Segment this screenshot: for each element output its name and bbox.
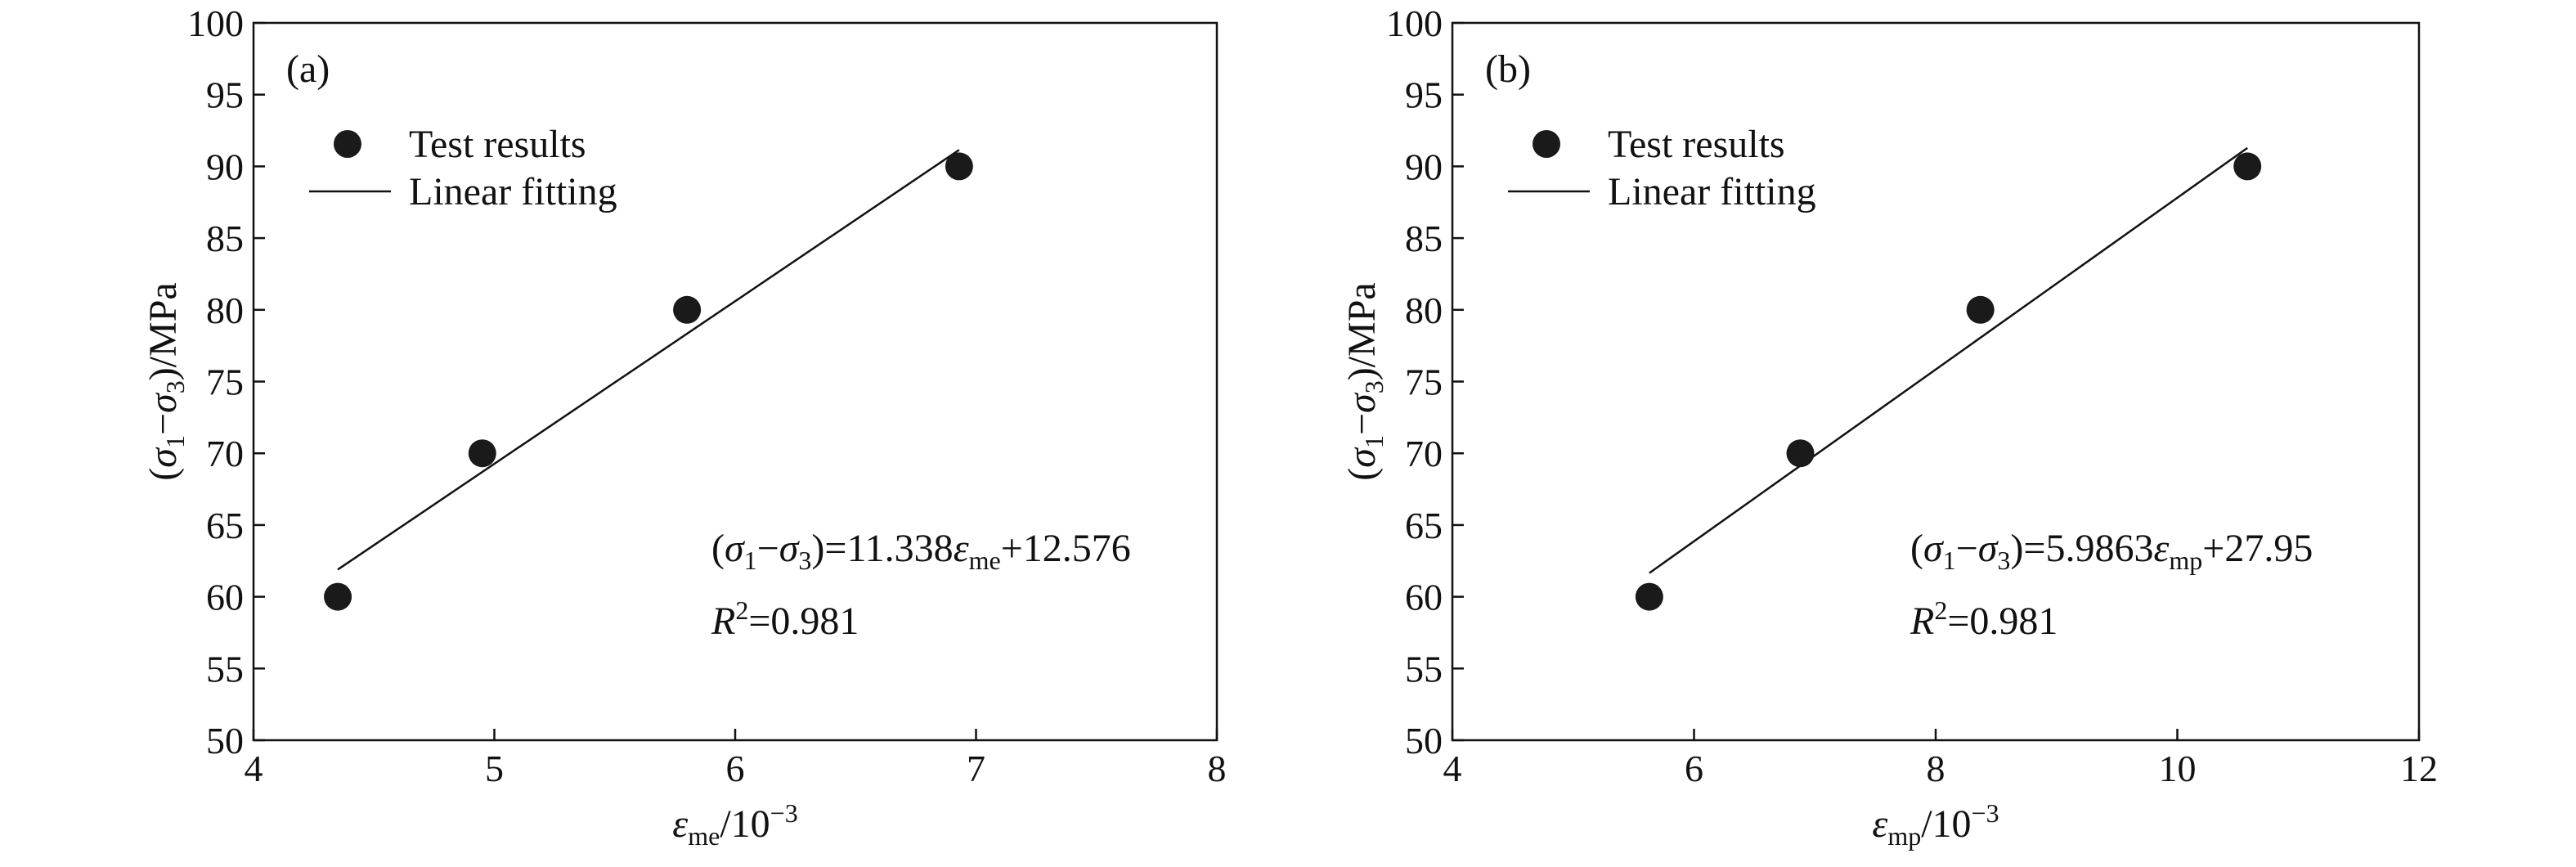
- chart-panel-1: 50 55 60 65 70 75 80 85 90 95 100 4 5 6 7 8 (a) Test resu…: [141, 2, 1227, 851]
- y-tick-label: 55: [1405, 648, 1443, 690]
- data-point: [1635, 582, 1663, 611]
- x-tick-label: 8: [1927, 748, 1945, 789]
- y-tick-label: 80: [1405, 290, 1443, 331]
- y-tick-label: 90: [206, 146, 244, 187]
- y-tick-label: 70: [1405, 433, 1443, 474]
- data-point: [1786, 439, 1815, 468]
- x-tick-label: 6: [1685, 748, 1703, 789]
- y-tick-label: 90: [1405, 146, 1443, 187]
- y-tick-label: 75: [206, 362, 244, 403]
- r-squared: R2=0.981: [1910, 595, 2058, 643]
- y-tick-label: 65: [206, 505, 244, 546]
- x-axis-label: εmp/10−3: [1872, 798, 1999, 851]
- y-tick-label: 50: [1405, 720, 1443, 761]
- y-tick-label: 55: [206, 648, 244, 690]
- data-point: [468, 439, 496, 468]
- fit-equation: (σ1−σ3)=11.338εme+12.576: [711, 527, 1131, 575]
- y-tick-label: 80: [206, 290, 244, 331]
- legend-label-line: Linear fitting: [409, 170, 617, 213]
- y-axis-label: (σ1−σ3)/MPa: [141, 282, 190, 480]
- fit-line: [337, 149, 960, 571]
- y-tick-label: 100: [1386, 2, 1443, 44]
- legend-label-points: Test results: [1608, 123, 1785, 166]
- panel-label: (b): [1485, 47, 1531, 91]
- plot-frame: [1451, 21, 2421, 742]
- y-tick-label: 65: [1405, 505, 1443, 546]
- y-tick-label: 100: [187, 2, 244, 44]
- r-squared: R2=0.981: [711, 595, 859, 643]
- x-tick-label: 8: [1208, 748, 1227, 789]
- legend-marker-points: [334, 130, 361, 158]
- x-tick-label: 5: [485, 748, 504, 789]
- y-axis-label: (σ1−σ3)/MPa: [1340, 282, 1389, 480]
- data-point: [324, 582, 352, 611]
- x-tick-label: 4: [245, 748, 263, 789]
- x-axis-label: εme/10−3: [672, 798, 797, 851]
- y-tick-label: 85: [206, 218, 244, 259]
- legend-label-points: Test results: [409, 123, 586, 166]
- legend-marker-points: [1533, 130, 1560, 158]
- fit-line: [1649, 146, 2248, 574]
- x-tick-label: 4: [1443, 748, 1462, 789]
- y-tick-label: 75: [1405, 362, 1443, 403]
- y-tick-label: 95: [206, 74, 244, 116]
- x-tick-label: 7: [967, 748, 985, 789]
- data-point: [945, 152, 973, 181]
- data-point: [2233, 152, 2262, 181]
- y-tick-label: 85: [1405, 218, 1443, 259]
- y-tick-label: 60: [206, 577, 244, 618]
- fit-equation: (σ1−σ3)=5.9863εmp+27.95: [1910, 527, 2313, 575]
- data-point: [1966, 295, 1995, 324]
- x-tick-label: 6: [726, 748, 745, 789]
- x-tick-label: 12: [2400, 748, 2438, 789]
- data-point: [673, 295, 702, 324]
- y-tick-label: 70: [206, 433, 244, 474]
- panel-label: (a): [286, 47, 330, 91]
- x-tick-label: 10: [2159, 748, 2197, 789]
- y-tick-label: 95: [1405, 74, 1443, 116]
- y-tick-label: 50: [206, 720, 244, 761]
- y-tick-label: 60: [1405, 577, 1443, 618]
- chart-panel-2: 50 55 60 65 70 75 80 85 90 95 100 4 6 8 10 12 (b) Test re…: [1340, 2, 2438, 851]
- legend-label-line: Linear fitting: [1608, 170, 1816, 213]
